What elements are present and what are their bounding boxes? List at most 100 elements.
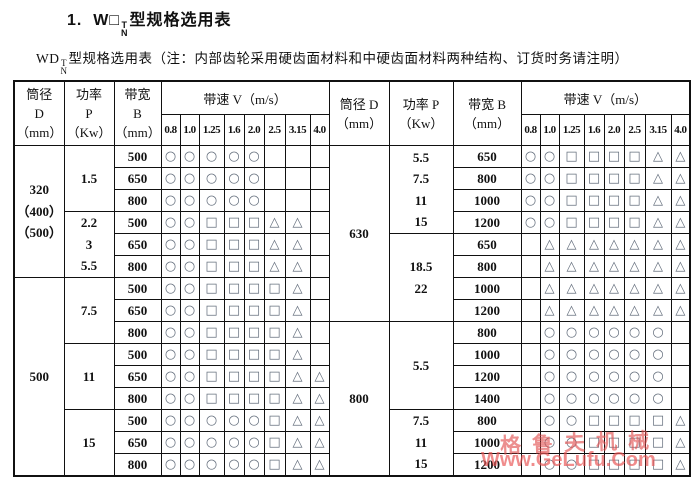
- triangle-mark: △: [644, 211, 672, 234]
- triangle-mark: △: [539, 233, 560, 256]
- bandwidth-cell: 800: [113, 387, 162, 410]
- bandwidth-cell: 650: [113, 431, 162, 454]
- triangle-mark: △: [670, 299, 691, 322]
- bandwidth-cell: 650: [113, 299, 162, 322]
- header-power-right: 功率 P （Kw）: [388, 80, 454, 146]
- header-diameter-left: 筒径 D （mm）: [13, 80, 65, 146]
- circle-mark: ○: [198, 145, 225, 168]
- bandwidth-cell: 1200: [452, 299, 522, 322]
- triangle-mark: △: [583, 277, 605, 300]
- triangle-mark: △: [644, 189, 672, 212]
- triangle-mark: △: [284, 453, 311, 477]
- square-mark: □: [198, 211, 225, 234]
- speed-tick: 0.8: [160, 114, 181, 146]
- circle-mark: ○: [603, 321, 625, 344]
- square-mark: □: [583, 167, 605, 190]
- triangle-mark: △: [644, 167, 672, 190]
- triangle-mark: △: [670, 167, 691, 190]
- triangle-mark: △: [670, 145, 691, 168]
- circle-mark: ○: [623, 387, 646, 410]
- circle-mark: ○: [583, 343, 605, 366]
- square-mark: □: [243, 343, 265, 366]
- square-mark: □: [583, 409, 605, 432]
- title-text: 型规格选用表: [129, 12, 232, 29]
- square-mark: □: [243, 277, 265, 300]
- square-mark: □: [263, 299, 286, 322]
- square-mark: □: [243, 365, 265, 388]
- triangle-mark: △: [603, 277, 625, 300]
- table-row: 800 ○ ○ □ □ □ □ △ 800 5.5 800 ○ ○ ○ ○ ○ ○: [14, 321, 691, 477]
- triangle-mark: △: [670, 409, 691, 432]
- triangle-mark: △: [583, 255, 605, 278]
- speed-tick: 4.0: [309, 114, 330, 146]
- circle-mark: ○: [520, 189, 541, 212]
- circle-mark: ○: [520, 145, 541, 168]
- empty-mark: [263, 189, 286, 212]
- circle-mark: ○: [160, 277, 181, 300]
- square-mark: □: [198, 365, 225, 388]
- triangle-mark: △: [284, 277, 311, 300]
- speed-tick: 2.0: [603, 114, 625, 146]
- bandwidth-cell: 800: [452, 409, 522, 432]
- circle-mark: ○: [539, 365, 560, 388]
- power-group: 5.5: [388, 321, 454, 410]
- circle-mark: ○: [539, 167, 560, 190]
- empty-mark: [284, 145, 311, 168]
- square-mark: □: [263, 343, 286, 366]
- subtitle-model: WD: [36, 51, 60, 66]
- square-mark: □: [603, 211, 625, 234]
- triangle-mark: △: [583, 233, 605, 256]
- circle-mark: ○: [160, 189, 181, 212]
- triangle-mark: △: [644, 277, 672, 300]
- triangle-mark: △: [623, 277, 646, 300]
- table-row: 320 （400） （500） 1.5 500 ○ ○ ○ ○ ○ 630 5.5 7.5 11 …: [13, 145, 691, 322]
- circle-mark: ○: [179, 189, 200, 212]
- circle-mark: ○: [558, 343, 585, 366]
- empty-mark: [284, 167, 311, 190]
- table-row: 650 ○ ○ □ □ □ △ △ 18.5 22 650 △ △ △ △ △ △ △: [14, 233, 691, 322]
- empty-mark: [309, 343, 330, 366]
- bandwidth-cell: 1000: [452, 189, 522, 212]
- speed-tick: 1.25: [198, 114, 225, 146]
- triangle-mark: △: [644, 255, 672, 278]
- square-mark: □: [263, 409, 286, 432]
- circle-mark: ○: [179, 145, 200, 168]
- empty-mark: [309, 211, 330, 234]
- empty-mark: [263, 167, 286, 190]
- circle-mark: ○: [644, 321, 672, 344]
- title-model: W□: [93, 12, 120, 29]
- bandwidth-cell: 800: [452, 321, 522, 344]
- circle-mark: ○: [243, 431, 265, 454]
- triangle-mark: △: [670, 211, 691, 234]
- speed-tick: 3.15: [284, 114, 311, 146]
- circle-mark: ○: [198, 409, 225, 432]
- square-mark: □: [198, 321, 225, 344]
- triangle-mark: △: [263, 255, 286, 278]
- power-group: 15: [63, 409, 115, 477]
- empty-mark: [520, 233, 541, 256]
- header-diameter-right: 筒径 D （mm）: [328, 80, 390, 146]
- bandwidth-cell: 1200: [452, 211, 522, 234]
- triangle-mark: △: [558, 299, 585, 322]
- circle-mark: ○: [539, 387, 560, 410]
- bandwidth-cell: 800: [113, 255, 162, 278]
- bandwidth-cell: 650: [452, 233, 522, 256]
- square-mark: □: [223, 321, 245, 344]
- square-mark: □: [583, 189, 605, 212]
- triangle-mark: △: [670, 277, 691, 300]
- square-mark: □: [263, 365, 286, 388]
- square-mark: □: [623, 189, 646, 212]
- square-mark: □: [603, 167, 625, 190]
- circle-mark: ○: [179, 387, 200, 410]
- square-mark: □: [243, 321, 265, 344]
- circle-mark: ○: [179, 431, 200, 454]
- diameter-group-630: 630: [328, 145, 390, 322]
- empty-mark: [670, 321, 691, 344]
- triangle-mark: △: [284, 321, 311, 344]
- bandwidth-cell: 800: [113, 321, 162, 344]
- triangle-mark: △: [284, 233, 311, 256]
- circle-mark: ○: [623, 343, 646, 366]
- empty-mark: [520, 387, 541, 410]
- circle-mark: ○: [198, 167, 225, 190]
